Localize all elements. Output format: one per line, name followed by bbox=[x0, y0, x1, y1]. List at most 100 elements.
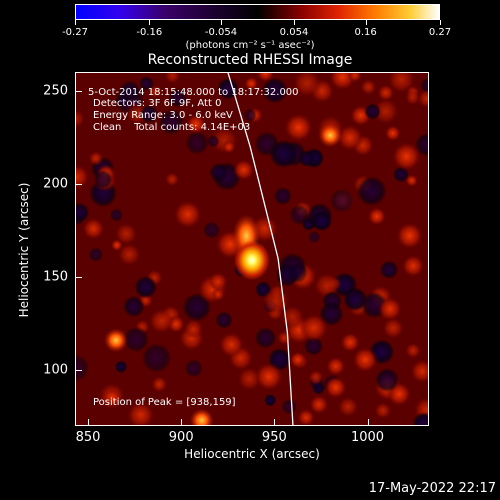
solar-limb-line bbox=[227, 72, 294, 426]
noise-bright-blob bbox=[367, 207, 387, 226]
y-tick-label: 100 bbox=[43, 362, 68, 378]
secondary-source bbox=[318, 123, 343, 148]
noise-dark-blob bbox=[185, 131, 209, 155]
y-tick-label: 250 bbox=[43, 83, 68, 99]
noise-bright-blob bbox=[164, 72, 181, 84]
noise-texture bbox=[75, 72, 429, 426]
colorbar-tick-mark bbox=[221, 20, 222, 25]
colorbar-tick-label: 0.27 bbox=[428, 27, 452, 38]
peak-source bbox=[234, 240, 270, 281]
noise-bright-blob bbox=[405, 342, 421, 359]
noise-bright-blob bbox=[401, 254, 425, 278]
colorbar-tick-mark bbox=[149, 20, 151, 25]
noise-bright-blob bbox=[309, 395, 329, 415]
noise-bright-blob bbox=[374, 402, 392, 420]
noise-dark-blob bbox=[123, 326, 149, 353]
noise-bright-blob bbox=[417, 88, 429, 109]
y-tick-label: 200 bbox=[43, 176, 68, 192]
colorbar-tick-label: -0.054 bbox=[204, 27, 238, 38]
noise-dark-blob bbox=[269, 139, 298, 168]
info-time-range: 5-Oct-2014 18:15:48.000 to 18:17:32.000 bbox=[88, 87, 299, 98]
noise-dark-blob bbox=[209, 163, 228, 182]
noise-bright-blob bbox=[254, 362, 284, 391]
noise-bright-blob bbox=[292, 72, 322, 98]
colorbar-tick-label: -0.27 bbox=[62, 27, 88, 38]
noise-bright-blob bbox=[372, 97, 400, 125]
colorbar-tick-mark bbox=[365, 20, 367, 25]
noise-bright-blob bbox=[405, 90, 421, 106]
noise-bright-blob bbox=[211, 287, 225, 301]
rhessi-image: 5-Oct-2014 18:15:48.000 to 18:17:32.000 … bbox=[75, 72, 429, 426]
plot-title: Reconstructed RHESSI Image bbox=[147, 52, 353, 68]
noise-bright-blob bbox=[244, 76, 259, 91]
y-tick-label: 150 bbox=[43, 269, 68, 285]
noise-dark-blob bbox=[215, 311, 233, 329]
info-energy-range: Energy Range: 3.0 - 6.0 keV bbox=[93, 110, 233, 121]
timestamp: 17-May-2022 22:17 bbox=[368, 481, 496, 496]
noise-dark-blob bbox=[243, 108, 257, 122]
secondary-source bbox=[186, 114, 207, 135]
noise-dark-blob bbox=[412, 412, 429, 426]
colorbar-tick-mark bbox=[294, 20, 295, 25]
noise-dark-blob bbox=[93, 170, 113, 189]
noise-dark-blob bbox=[168, 88, 187, 108]
noise-bright-blob bbox=[151, 376, 168, 393]
y-tick-mark bbox=[75, 370, 82, 372]
noise-bright-blob bbox=[337, 396, 359, 418]
x-tick-label: 1000 bbox=[350, 430, 385, 445]
noise-bright-blob bbox=[324, 376, 347, 399]
x-tick-label: 950 bbox=[261, 430, 287, 445]
noise-dark-blob bbox=[207, 135, 220, 148]
noise-bright-blob bbox=[391, 141, 422, 172]
noise-dark-blob bbox=[356, 176, 387, 207]
noise-bright-blob bbox=[405, 174, 419, 187]
colorbar-units-label: (photons cm⁻² s⁻¹ asec⁻²) bbox=[185, 40, 315, 51]
noise-bright-blob bbox=[410, 359, 429, 384]
noise-dark-blob bbox=[308, 230, 321, 243]
colorbar-tick-label: 0.16 bbox=[354, 27, 377, 38]
noise-bright-blob bbox=[208, 271, 228, 292]
noise-dark-blob bbox=[75, 354, 90, 382]
noise-dark-blob bbox=[158, 109, 185, 135]
noise-bright-blob bbox=[101, 387, 123, 408]
x-tick-label: 900 bbox=[168, 430, 194, 445]
noise-bright-blob bbox=[256, 72, 275, 83]
noise-bright-blob bbox=[384, 125, 401, 142]
noise-bright-blob bbox=[117, 242, 141, 267]
noise-bright-blob bbox=[126, 401, 155, 426]
noise-dark-blob bbox=[311, 210, 332, 232]
noise-bright-blob bbox=[183, 318, 204, 339]
noise-dark-blob bbox=[114, 360, 128, 373]
noise-bright-blob bbox=[114, 222, 138, 246]
noise-bright-blob bbox=[284, 113, 313, 142]
secondary-source bbox=[103, 328, 128, 353]
noise-dark-blob bbox=[420, 78, 429, 93]
noise-dark-blob bbox=[298, 150, 315, 167]
y-tick-mark bbox=[75, 276, 82, 278]
noise-dark-blob bbox=[184, 359, 203, 378]
noise-bright-blob bbox=[360, 79, 377, 96]
secondary-source bbox=[189, 408, 214, 426]
noise-dark-blob bbox=[261, 77, 288, 104]
colorbar-tick-label: 0.054 bbox=[279, 27, 309, 38]
noise-dark-blob bbox=[139, 104, 158, 123]
noise-dark-blob bbox=[329, 188, 355, 213]
noise-bright-blob bbox=[148, 308, 175, 334]
noise-bright-blob bbox=[277, 330, 292, 346]
noise-bright-blob bbox=[261, 287, 291, 316]
noise-dark-blob bbox=[281, 399, 297, 415]
noise-bright-blob bbox=[82, 217, 105, 240]
noise-dark-blob bbox=[288, 262, 308, 283]
noise-bright-blob bbox=[222, 140, 236, 154]
noise-dark-blob bbox=[289, 204, 310, 225]
colorbar-tick-mark bbox=[75, 20, 76, 25]
noise-bright-blob bbox=[233, 159, 255, 181]
noise-bright-blob bbox=[218, 332, 245, 358]
noise-dark-blob bbox=[110, 208, 123, 222]
colorbar-tick-label: -0.16 bbox=[136, 27, 163, 38]
y-axis-label: Heliocentric Y (arcsec) bbox=[17, 182, 31, 318]
noise-bright-blob bbox=[88, 150, 104, 166]
noise-dark-blob bbox=[379, 260, 399, 279]
noise-bright-blob bbox=[299, 313, 329, 343]
x-tick-mark bbox=[274, 419, 276, 426]
